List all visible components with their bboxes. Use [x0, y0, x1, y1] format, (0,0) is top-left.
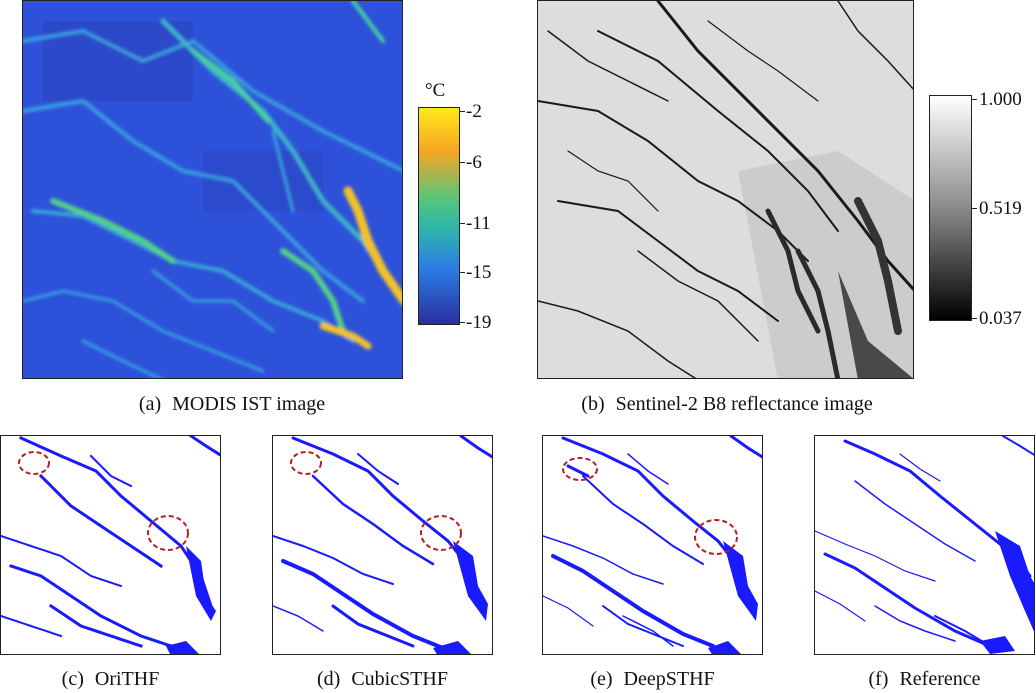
caption-text: Sentinel-2 B8 reflectance image [615, 393, 873, 415]
modis-ist-map [23, 1, 402, 378]
modis-ist-image [22, 0, 403, 379]
ist-tick-mark [460, 162, 465, 163]
caption-b: (b) Sentinel-2 B8 reflectance image [537, 393, 917, 416]
ist-tick-label: -11 [466, 213, 491, 234]
caption-c: (c) OriTHF [0, 668, 221, 691]
ist-tick-label: -19 [466, 312, 492, 333]
caption-letter: (e) [590, 668, 613, 690]
caption-f: (f) Reference [814, 668, 1035, 691]
reflectance-tick-label: 0.037 [979, 308, 1022, 329]
reflectance-tick-label: 1.000 [979, 89, 1022, 110]
highlight-circle [420, 515, 462, 551]
caption-d: (d) CubicSTHF [272, 668, 493, 691]
reflectance-colorbar [929, 95, 972, 321]
sentinel2-b8-image [537, 0, 914, 379]
caption-letter: (a) [138, 393, 162, 415]
highlight-circle [18, 451, 50, 475]
highlight-circle [290, 451, 322, 475]
ist-tick-label: -6 [466, 152, 482, 173]
ist-tick-mark [460, 223, 465, 224]
ist-tick-mark [460, 272, 465, 273]
reflectance-tick-mark [972, 318, 977, 319]
reflectance-tick-mark [972, 208, 977, 209]
ist-tick-label: -2 [466, 101, 482, 122]
orithf-lead-map [0, 435, 221, 655]
reflectance-tick-label: 0.519 [979, 198, 1022, 219]
caption-text: OriTHF [94, 668, 160, 690]
ist-colorbar [418, 107, 460, 325]
highlight-circle [562, 457, 598, 481]
caption-a: (a) MODIS IST image [22, 393, 442, 416]
caption-letter: (f) [868, 668, 889, 690]
caption-text: Reference [899, 668, 981, 690]
deepsthf-lead-map [542, 435, 763, 655]
highlight-circle [147, 515, 189, 551]
caption-text: DeepSTHF [623, 668, 715, 690]
cubicsthf-lead-map [272, 435, 493, 655]
reflectance-map [538, 1, 913, 378]
caption-text: MODIS IST image [172, 393, 326, 415]
ist-colorbar-unit: °C [425, 80, 446, 101]
caption-e: (e) DeepSTHF [542, 668, 763, 691]
ist-tick-mark [460, 322, 465, 323]
caption-letter: (c) [61, 668, 84, 690]
caption-letter: (b) [581, 393, 605, 415]
caption-letter: (d) [316, 668, 341, 690]
ist-tick-label: -15 [466, 262, 492, 283]
reference-lead-map [814, 435, 1035, 655]
highlight-circle [694, 519, 738, 555]
ist-tick-mark [460, 111, 465, 112]
reflectance-tick-mark [972, 99, 977, 100]
caption-text: CubicSTHF [351, 668, 448, 690]
